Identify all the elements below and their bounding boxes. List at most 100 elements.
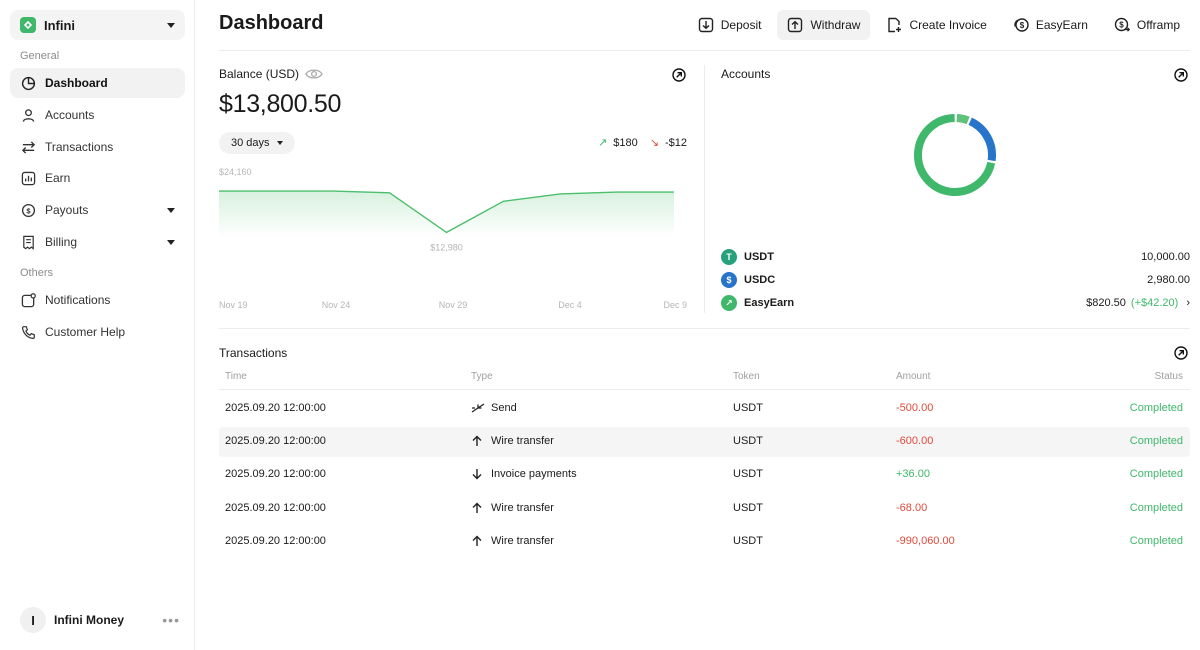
arrows-swap-icon (20, 139, 36, 155)
offramp-label: Offramp (1136, 18, 1180, 32)
receipt-icon (20, 234, 36, 250)
sidebar-item-label: Billing (45, 235, 78, 249)
account-gain: (+$42.20) (1130, 297, 1179, 309)
tx-amount: -500.00 (896, 402, 934, 414)
easyearn-button[interactable]: $ EasyEarn (1003, 10, 1098, 40)
balance-value: $13,800.50 (219, 90, 342, 118)
sidebar-item-dashboard[interactable]: Dashboard (10, 68, 185, 98)
chart-min-label: $12,980 (430, 242, 463, 252)
usdt-token-icon: T (721, 249, 737, 265)
donut-segment-usdc (968, 117, 996, 162)
download-icon (698, 17, 714, 33)
balance-label: Balance (USD) (219, 67, 323, 81)
expand-accounts-icon[interactable] (1174, 68, 1188, 82)
sidebar-item-label: Earn (45, 171, 71, 185)
org-switcher[interactable]: Infini (10, 10, 185, 40)
sidebar-item-payouts[interactable]: $ Payouts (10, 195, 185, 225)
tx-type: Send (471, 402, 517, 414)
sidebar-item-label: Payouts (45, 203, 89, 217)
sidebar-item-earn[interactable]: Earn (10, 163, 185, 193)
pie-chart-icon (20, 75, 36, 91)
tx-type-label: Wire transfer (491, 535, 554, 547)
sidebar-item-accounts[interactable]: Accounts (10, 100, 185, 130)
deposit-label: Deposit (720, 18, 762, 32)
svg-text:$: $ (1020, 21, 1025, 30)
chevron-down-icon (167, 207, 175, 213)
tx-type: Wire transfer (471, 502, 554, 514)
create-invoice-label: Create Invoice (909, 18, 987, 32)
table-row[interactable]: 2025.09.20 12:00:00 Send USDT -500.00 Co… (219, 394, 1190, 424)
easyearn-label: EasyEarn (1035, 18, 1088, 32)
user-profile[interactable]: I Infini Money ••• (20, 606, 180, 634)
period-dropdown[interactable]: 30 days (219, 132, 295, 154)
withdraw-button[interactable]: Withdraw (777, 10, 871, 40)
chart-line (219, 190, 674, 234)
table-row[interactable]: 2025.09.20 12:00:00 Invoice payments USD… (219, 460, 1190, 490)
sidebar-item-transactions[interactable]: Transactions (10, 132, 185, 162)
x-tick-label: Dec 4 (558, 300, 582, 310)
column-header-token: Token (733, 371, 760, 382)
tx-token: USDT (733, 435, 763, 447)
infini-logo-icon (20, 17, 36, 33)
tx-type-label: Send (491, 402, 517, 414)
tx-type: Invoice payments (471, 468, 577, 480)
tx-type-label: Invoice payments (491, 468, 577, 480)
sidebar: Infini General Dashboard Accounts Transa… (0, 0, 195, 650)
account-row-usdt[interactable]: T USDT 10,000.00 (721, 248, 1190, 266)
deposit-button[interactable]: Deposit (688, 10, 772, 40)
period-label: 30 days (231, 137, 270, 149)
avatar: I (20, 607, 46, 633)
sidebar-item-billing[interactable]: Billing (10, 227, 185, 257)
coins-icon: $ (1013, 17, 1029, 33)
withdraw-label: Withdraw (810, 18, 861, 32)
tx-status: Completed (1129, 535, 1183, 547)
bar-chart-icon (20, 170, 36, 186)
tx-time: 2025.09.20 12:00:00 (225, 468, 326, 480)
tx-status: Completed (1129, 402, 1183, 414)
table-header-divider (219, 389, 1190, 390)
tx-time: 2025.09.20 12:00:00 (225, 502, 326, 514)
column-header-amount: Amount (896, 371, 931, 382)
table-row[interactable]: 2025.09.20 12:00:00 Wire transfer USDT -… (219, 527, 1190, 557)
account-name: USDT (744, 251, 774, 263)
offramp-icon: $ (1114, 17, 1130, 33)
user-name: Infini Money (54, 613, 124, 627)
more-options-icon[interactable]: ••• (162, 612, 180, 628)
tx-time: 2025.09.20 12:00:00 (225, 402, 326, 414)
delta-down-value: -$12 (664, 136, 687, 149)
arrow-up-icon (471, 502, 485, 514)
accounts-donut-chart (914, 114, 996, 196)
tx-type: Wire transfer (471, 535, 554, 547)
column-header-time: Time (225, 371, 247, 382)
sidebar-item-notifications[interactable]: Notifications (10, 285, 185, 315)
sidebar-item-customer-help[interactable]: Customer Help (10, 317, 185, 347)
offramp-button[interactable]: $ Offramp (1104, 10, 1190, 40)
user-icon (20, 107, 36, 123)
delta-up-value: $180 (613, 136, 638, 149)
panel-divider (704, 65, 705, 313)
arrow-down-icon (471, 468, 485, 480)
balance-chart: $24,160 $12,980 Nov 19 Nov 24 Nov 29 Dec 4 D… (219, 167, 687, 310)
column-header-status: Status (1154, 371, 1183, 382)
expand-transactions-icon[interactable] (1174, 346, 1188, 360)
bell-icon (20, 292, 36, 308)
column-header-type: Type (471, 371, 493, 382)
x-tick-label: Nov 29 (439, 300, 468, 310)
arrow-up-icon (471, 535, 485, 547)
send-icon (471, 402, 485, 414)
table-row[interactable]: 2025.09.20 12:00:00 Wire transfer USDT -… (219, 494, 1190, 524)
table-row[interactable]: 2025.09.20 12:00:00 Wire transfer USDT -… (219, 427, 1190, 457)
account-name: USDC (744, 274, 776, 286)
usdc-token-icon: $ (721, 272, 737, 288)
account-row-usdc[interactable]: $ USDC 2,980.00 (721, 271, 1190, 289)
expand-balance-icon[interactable] (672, 68, 686, 82)
chevron-right-icon[interactable]: › (1186, 297, 1190, 309)
phone-icon (20, 324, 36, 340)
tx-amount: -600.00 (896, 435, 934, 447)
eye-icon[interactable] (305, 67, 323, 81)
tx-status: Completed (1129, 468, 1183, 480)
account-row-easyearn[interactable]: ↗ EasyEarn $820.50 (+$42.20) › (721, 294, 1190, 312)
header-divider (219, 50, 1190, 51)
create-invoice-button[interactable]: Create Invoice (876, 10, 996, 40)
sidebar-item-label: Notifications (45, 293, 111, 307)
